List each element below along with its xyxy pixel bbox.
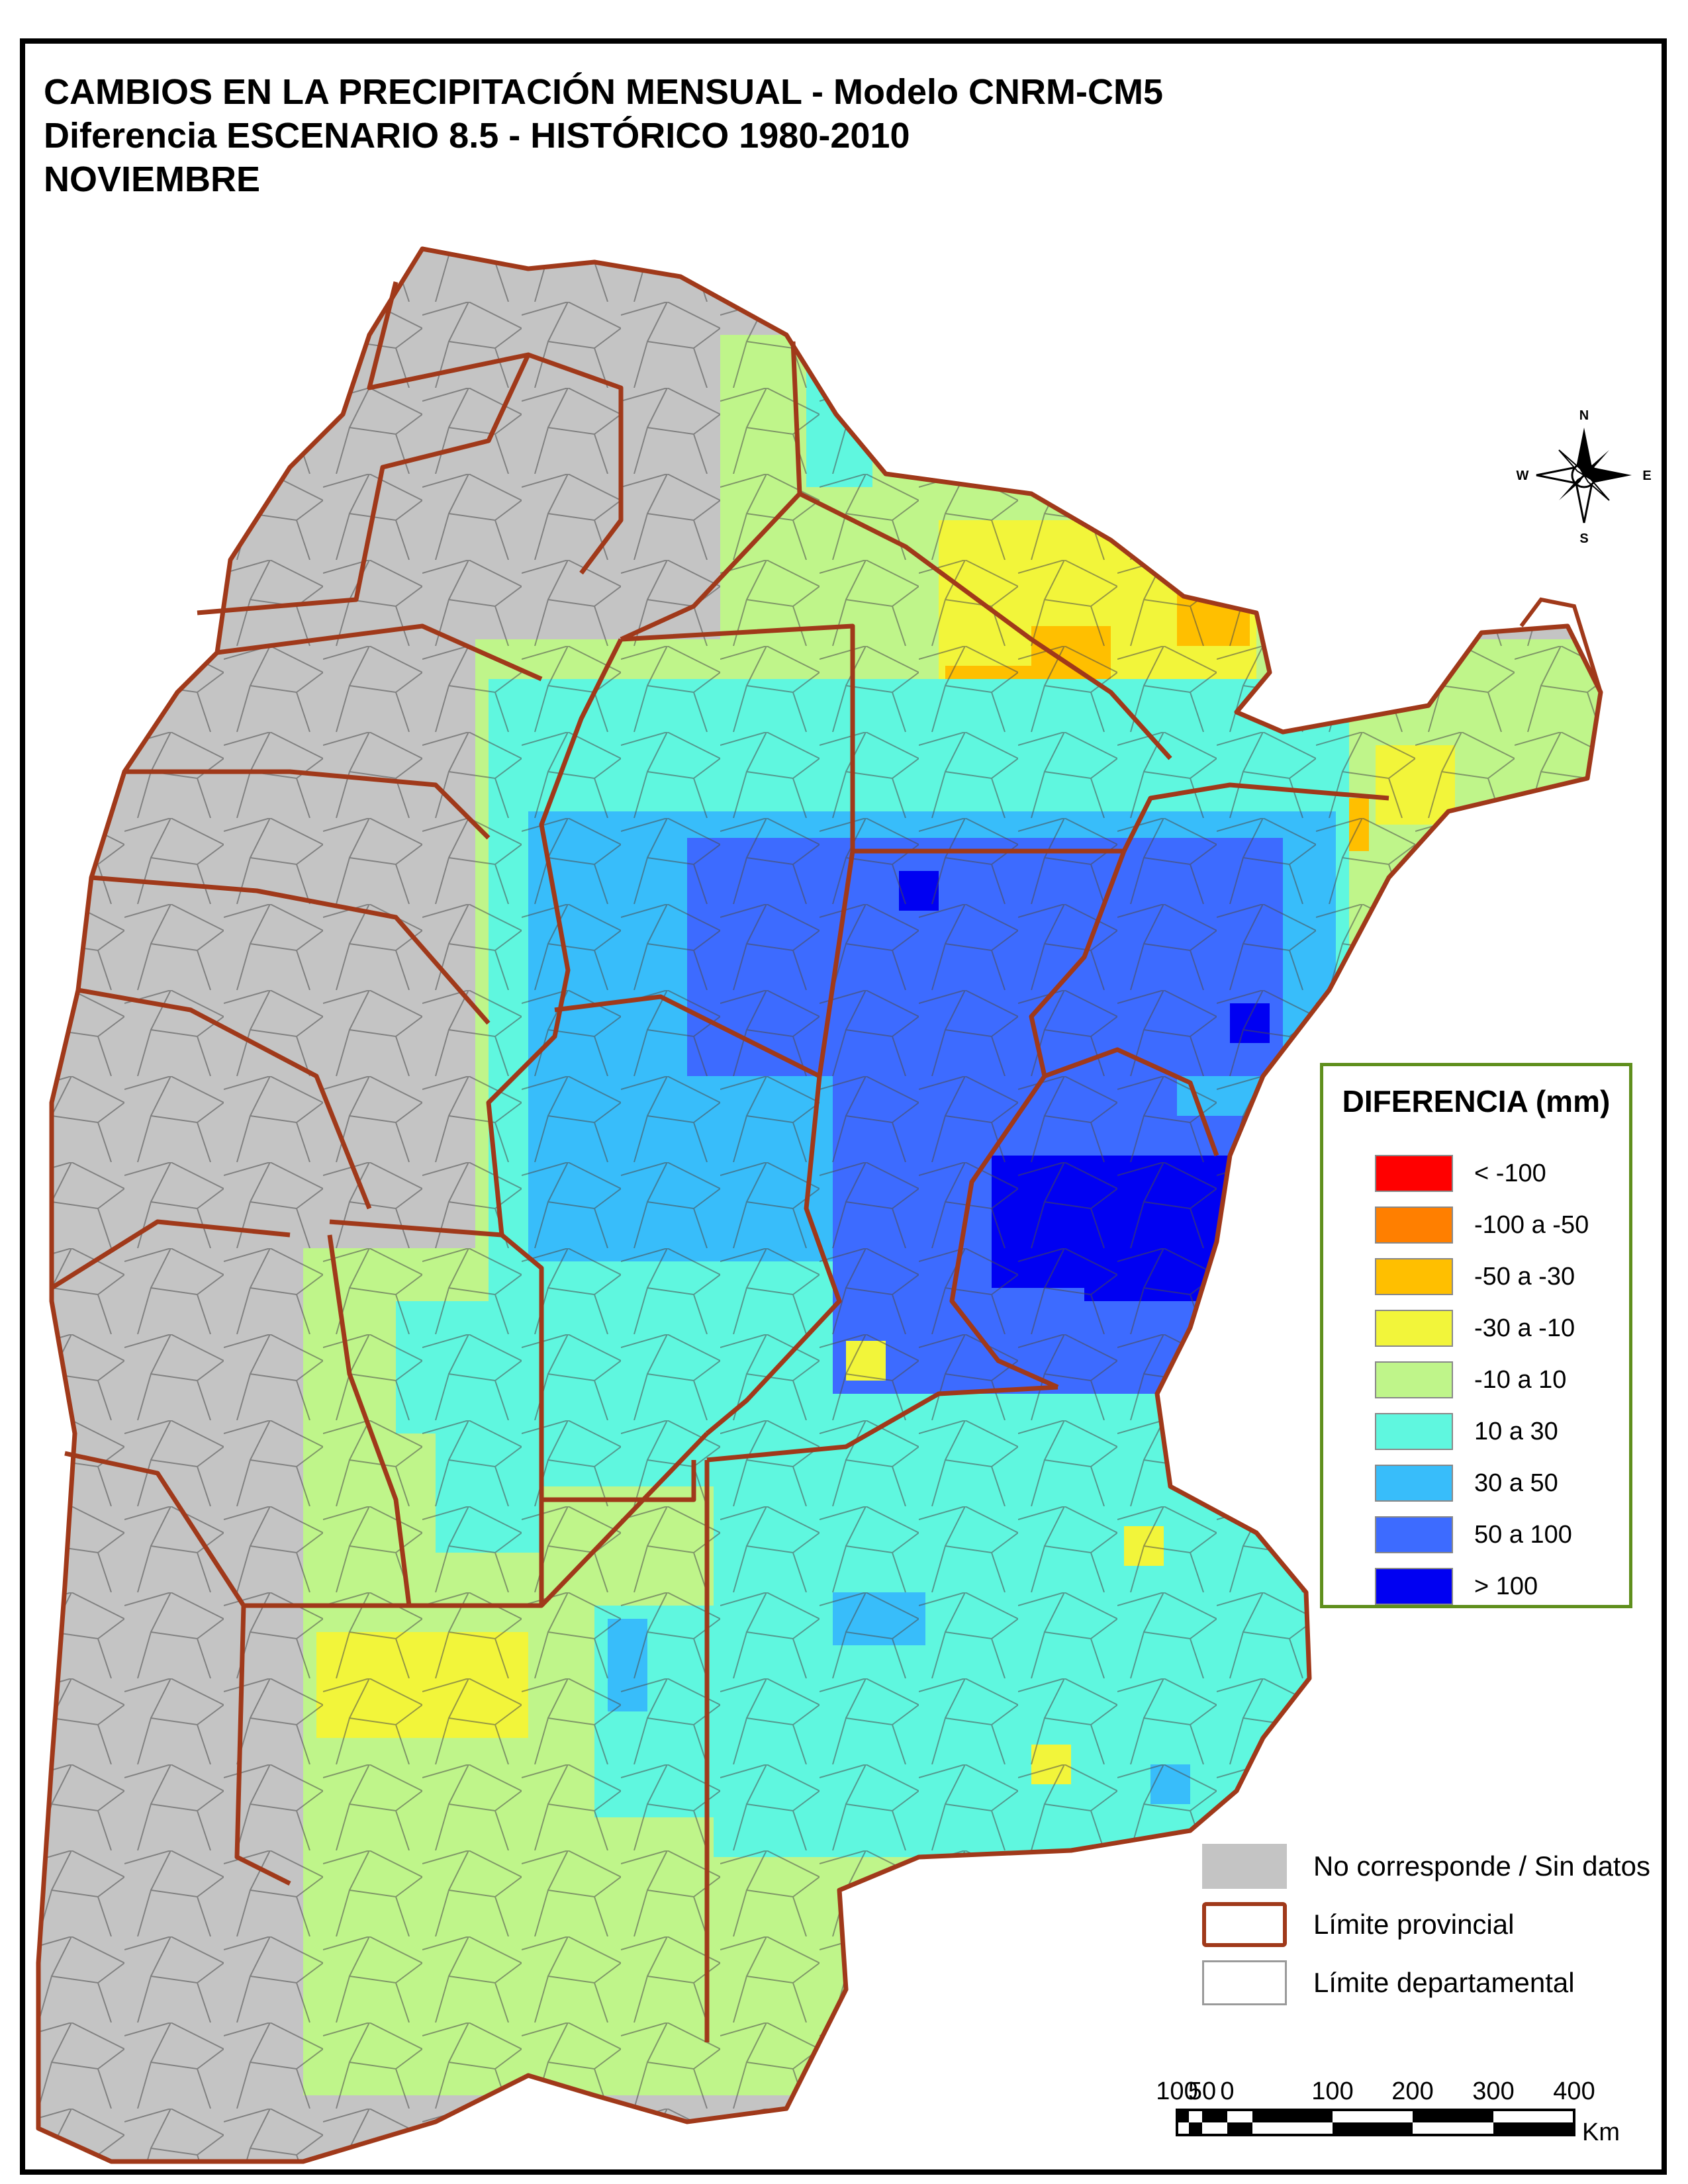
misiones-tip [1519,597,1603,693]
legend-title: DIFERENCIA (mm) [1342,1084,1611,1118]
border-santafe-north [620,623,1124,854]
map-frame: CAMBIOS EN LA PRECIPITACIÓN MENSUAL - Mo… [20,38,1667,2175]
scale-tick-label: 300 [1472,2077,1514,2105]
outer-province-border [36,246,1603,2164]
border-northwest-3 [216,623,543,682]
legend-label: 50 a 100 [1474,1520,1572,1549]
legend-class-6: 30 a 50 [1375,1465,1558,1502]
legend-label: > 100 [1474,1572,1538,1600]
legend-swatch [1375,1568,1453,1605]
reference-province: Límite provincial [1202,1902,1514,1947]
border-buenosaires-north [706,1385,1058,1463]
legend-swatch [1375,1413,1453,1450]
legend-label: -100 a -50 [1474,1210,1589,1239]
reference-swatch-department [1202,1960,1287,2005]
scale-tick-label: 0 [1220,2077,1234,2105]
compass-ne-point [1584,450,1609,475]
legend-swatch [1375,1206,1453,1244]
legend-class-3: -30 a -10 [1375,1310,1575,1347]
title-line-3: NOVIEMBRE [44,159,261,199]
coastline-detail [1519,597,1603,693]
title-line-2: Diferencia ESCENARIO 8.5 - HISTÓRICO 198… [44,116,910,156]
border-corrientes-north [1121,782,1389,852]
precipitation-map [36,246,1603,2164]
legend-swatch [1375,1361,1453,1398]
border-sanluis-cordoba [500,1233,544,1606]
reference-nodata: No corresponde / Sin datos [1202,1844,1650,1889]
reference-swatch-nodata [1202,1844,1287,1889]
legend-class-8: > 100 [1375,1568,1538,1605]
border-west-5 [64,1451,246,1607]
border-cordoba-west [329,638,624,1238]
reference-label: Límite provincial [1313,1909,1515,1940]
legend-class-4: -10 a 10 [1375,1361,1566,1398]
legend-swatch [1375,1310,1453,1347]
legend-class-1: -100 a -50 [1375,1206,1589,1244]
scale-tick-label: 200 [1391,2077,1433,2105]
compass-w-label: W [1517,469,1529,483]
border-lapampa-west [234,1605,291,1886]
scale-tick-label: 400 [1553,2077,1595,2105]
reference-department: Límite departamental [1202,1960,1575,2005]
border-west-4 [50,1219,291,1290]
border-chaco-formosa [798,491,1172,760]
legend-swatch [1375,1465,1453,1502]
legend-class-0: < -100 [1375,1155,1546,1192]
legend-swatch [1375,1516,1453,1553]
compass-sw-point [1559,475,1584,500]
legend-label: -10 a 10 [1474,1365,1567,1394]
north-arrow-icon: N S E W [1517,408,1652,546]
reference-label: No corresponde / Sin datos [1313,1850,1650,1882]
legend-label: 10 a 30 [1474,1417,1558,1445]
border-santafe-cordoba [705,850,855,1435]
scale-tick-label: 50 [1188,2077,1216,2105]
legend-label: < -100 [1474,1159,1546,1187]
border-sanluis-west [327,1234,412,1606]
scale-unit: Km [1582,2118,1620,2146]
compass-nw-point [1558,449,1585,476]
border-west-2 [91,875,491,1025]
legend-label: 30 a 50 [1474,1469,1558,1497]
legend-label: -50 a -30 [1474,1262,1575,1291]
legend-label: -30 a -10 [1474,1314,1575,1342]
compass-ring [1571,462,1597,488]
border-entrerios-corrientes [1043,1047,1219,1157]
scale-tick-label: 100 [1156,2077,1197,2105]
border-lapampa-mid [541,1460,696,1502]
map-title: CAMBIOS EN LA PRECIPITACIÓN MENSUAL - Mo… [44,70,1163,201]
compass-n-label: N [1579,408,1589,423]
border-northwest-1 [197,281,531,615]
border-west-3 [77,987,372,1210]
legend-class-7: 50 a 100 [1375,1516,1572,1553]
scale-bar-graphic [1176,2109,1575,2136]
border-santafe-entrerios [949,850,1127,1390]
compass-s-label: S [1579,531,1588,546]
reference-label: Límite departamental [1313,1967,1575,1998]
compass-e-label: E [1642,469,1651,483]
border-santiago-chaco [620,341,802,642]
legend-class-5: 10 a 30 [1375,1413,1558,1450]
legend-swatch [1375,1155,1453,1192]
legend-box: DIFERENCIA (mm) < -100 -100 a -50 -50 a -3… [1320,1063,1632,1608]
border-lapampa-north [244,1432,709,1608]
province-borders [36,246,1603,2164]
border-west-1 [124,769,491,840]
border-cordoba-santafe [554,994,821,1079]
scale-tick-label: 100 [1311,2077,1353,2105]
reference-swatch-province [1202,1902,1287,1947]
border-northwest-2 [527,352,624,575]
legend-swatch [1375,1258,1453,1295]
title-line-1: CAMBIOS EN LA PRECIPITACIÓN MENSUAL - Mo… [44,72,1163,112]
legend-class-2: -50 a -30 [1375,1258,1575,1295]
